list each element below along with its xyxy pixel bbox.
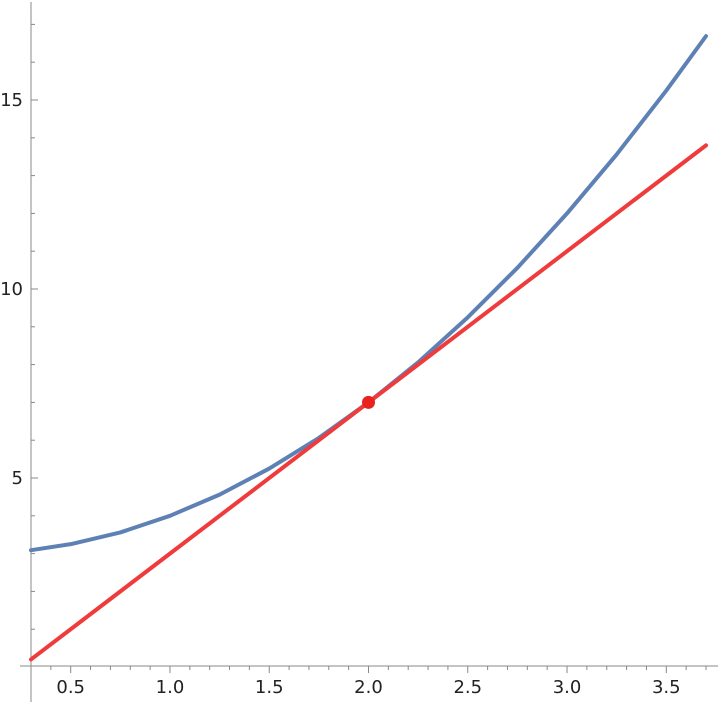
tick-labels: 0.5 1.0 1.5 2.0 2.5 3.0 3.5 5 10 15	[0, 90, 681, 698]
x-tick-label: 3.0	[553, 677, 582, 698]
tangent-point	[362, 395, 375, 409]
x-tick-label: 0.5	[56, 677, 85, 698]
x-tick-label: 1.0	[156, 677, 185, 698]
y-tick-label: 10	[0, 279, 23, 300]
axes	[20, 2, 718, 702]
y-tick-label: 15	[0, 90, 23, 111]
y-tick-label: 5	[12, 468, 23, 489]
x-tick-label: 1.5	[255, 677, 284, 698]
series-lines	[29, 34, 708, 662]
highlight-points	[362, 395, 375, 409]
x-tick-label: 2.5	[453, 677, 482, 698]
tick-marks	[30, 23, 707, 673]
x-tick-label: 3.5	[652, 677, 681, 698]
curve-series-line	[29, 34, 708, 553]
x-tick-label: 2.0	[354, 677, 383, 698]
